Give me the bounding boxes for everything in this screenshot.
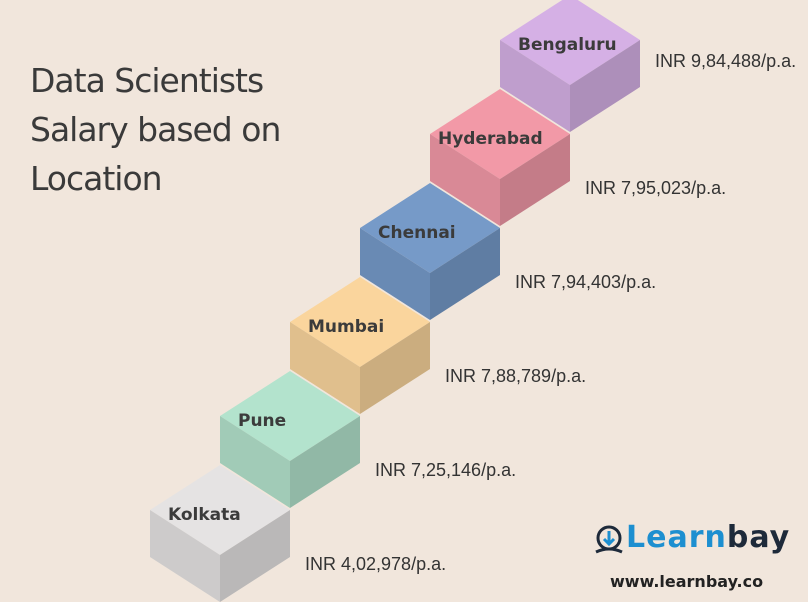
- bar-left-face: [290, 322, 360, 414]
- salary-label-mumbai: INR 7,88,789/p.a.: [445, 366, 586, 386]
- salary-label-bengaluru: INR 9,84,488/p.a.: [655, 51, 796, 71]
- bar-right-face: [290, 416, 360, 508]
- bar-right-face: [570, 40, 640, 132]
- learnbay-logo-icon: [595, 525, 623, 554]
- bar-left-face: [360, 228, 430, 320]
- block-hyderabad: [430, 89, 570, 226]
- title-line-1: Data Scientists: [30, 61, 264, 100]
- city-label-chennai: Chennai: [378, 223, 456, 243]
- brand-block: Learnbay www.learnbay.co: [590, 520, 805, 600]
- salary-label-chennai: INR 7,94,403/p.a.: [515, 272, 656, 292]
- salary-label-pune: INR 7,25,146/p.a.: [375, 460, 516, 480]
- bar-left-face: [500, 40, 570, 132]
- block-kolkata: [150, 465, 290, 602]
- bar-left-face: [150, 510, 220, 602]
- brand-url: www.learnbay.co: [610, 572, 764, 591]
- city-label-pune: Pune: [238, 411, 286, 431]
- page-title: Data Scientists Salary based on Location: [30, 56, 330, 203]
- bar-right-face: [430, 228, 500, 320]
- salary-label-hyderabad: INR 7,95,023/p.a.: [585, 178, 726, 198]
- bar-right-face: [500, 134, 570, 226]
- city-label-mumbai: Mumbai: [308, 317, 384, 337]
- city-label-hyderabad: Hyderabad: [438, 129, 543, 149]
- bar-top: [500, 0, 640, 85]
- city-label-bengaluru: Bengaluru: [518, 35, 617, 55]
- city-label-kolkata: Kolkata: [168, 505, 241, 525]
- bar-left-face: [430, 134, 500, 226]
- block-chennai: [360, 183, 500, 320]
- block-bengaluru: [500, 0, 640, 132]
- bar-left-face: [220, 416, 290, 508]
- brand-name-part2: bay: [726, 520, 791, 555]
- block-mumbai: [290, 277, 430, 414]
- brand-name-part1: Learn: [626, 520, 727, 555]
- brand-name: Learnbay: [626, 520, 790, 555]
- block-pune: [220, 371, 360, 508]
- title-line-2: Salary based on: [30, 110, 281, 149]
- salary-label-kolkata: INR 4,02,978/p.a.: [305, 554, 446, 574]
- bar-right-face: [360, 322, 430, 414]
- bar-right-face: [220, 510, 290, 602]
- title-line-3: Location: [30, 159, 163, 198]
